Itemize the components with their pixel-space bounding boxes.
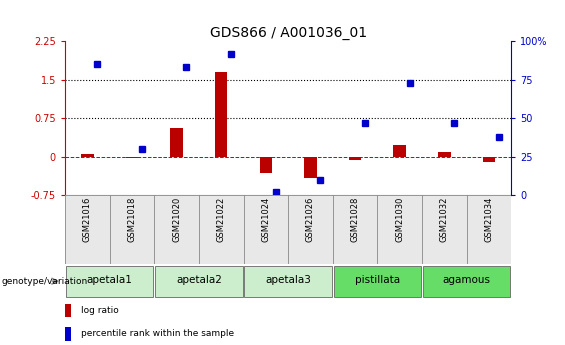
Text: GSM21022: GSM21022	[217, 197, 225, 242]
Text: GSM21020: GSM21020	[172, 197, 181, 242]
Text: genotype/variation: genotype/variation	[2, 277, 88, 286]
Text: pistillata: pistillata	[355, 276, 400, 285]
Bar	[170, 128, 183, 157]
Bar	[259, 157, 272, 174]
Bar	[438, 152, 451, 157]
Bar	[304, 157, 317, 178]
Text: percentile rank within the sample: percentile rank within the sample	[81, 329, 234, 338]
Bar	[334, 266, 421, 297]
Text: apetala3: apetala3	[265, 276, 311, 285]
Text: agamous: agamous	[443, 276, 490, 285]
Bar	[423, 266, 510, 297]
Bar	[483, 157, 496, 162]
Bar	[65, 327, 71, 341]
Bar	[155, 266, 242, 297]
Title: GDS866 / A001036_01: GDS866 / A001036_01	[210, 26, 367, 40]
Bar	[125, 157, 138, 158]
Bar	[65, 304, 71, 317]
Text: apetala1: apetala1	[86, 276, 133, 285]
Text: GSM21030: GSM21030	[396, 197, 404, 243]
Bar	[393, 145, 406, 157]
Text: GSM21024: GSM21024	[262, 197, 270, 242]
Text: GSM21026: GSM21026	[306, 197, 315, 243]
Bar	[215, 72, 228, 157]
Bar	[349, 157, 362, 160]
Text: GSM21028: GSM21028	[351, 197, 359, 243]
Bar	[66, 266, 153, 297]
Text: GSM21034: GSM21034	[485, 197, 493, 243]
Bar	[245, 266, 332, 297]
Text: GSM21018: GSM21018	[128, 197, 136, 243]
Text: GSM21016: GSM21016	[83, 197, 92, 243]
Text: GSM21032: GSM21032	[440, 197, 449, 243]
Text: apetala2: apetala2	[176, 276, 222, 285]
Text: log ratio: log ratio	[81, 306, 118, 315]
Bar	[81, 155, 94, 157]
